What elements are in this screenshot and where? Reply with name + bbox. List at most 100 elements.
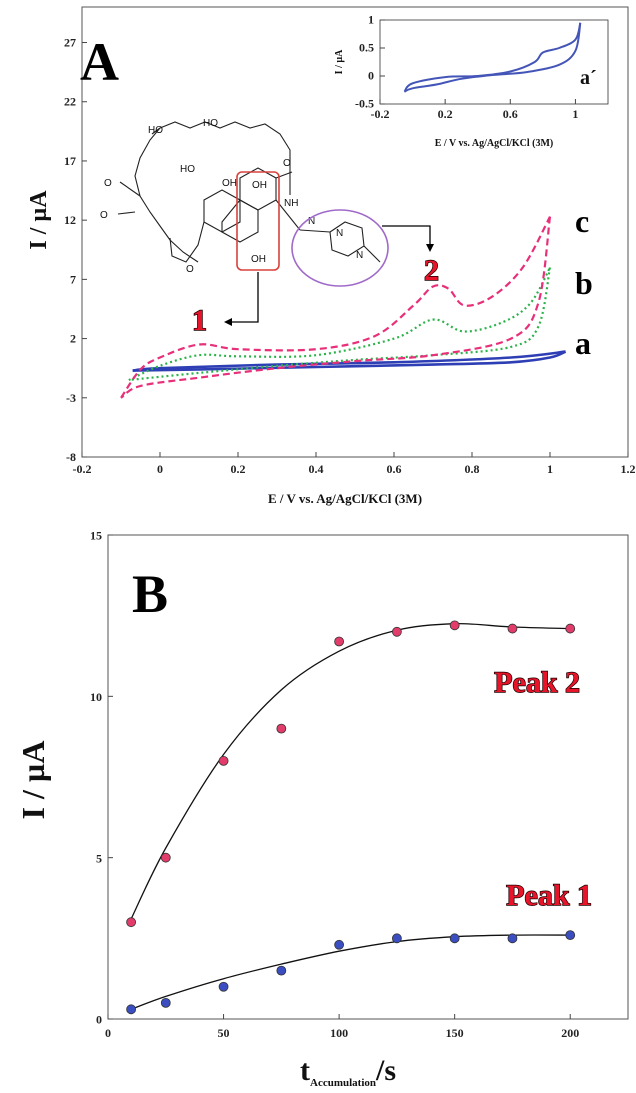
- svg-text:N: N: [336, 228, 343, 239]
- x-tick-label: -0.2: [371, 107, 390, 121]
- y-tick-label: 22: [64, 95, 76, 109]
- cv-curve-a-forward: [132, 350, 567, 372]
- svg-text:O: O: [186, 264, 194, 275]
- svg-text:HO: HO: [180, 164, 195, 175]
- curve-label-c: c: [575, 203, 589, 239]
- x-tick-label: 50: [218, 1026, 230, 1040]
- svg-text:O: O: [104, 178, 112, 189]
- panel-b-y-ticks: 0 5 10 15: [90, 529, 113, 1027]
- y-tick-label: 27: [64, 36, 76, 50]
- peak-1-annotation: 1: [192, 304, 207, 337]
- data-point-peak-2: [334, 636, 345, 647]
- svg-text:O: O: [283, 158, 291, 169]
- svg-text:OH: OH: [252, 180, 267, 191]
- cv-curve-c-reverse: [120, 216, 552, 399]
- inset-curves: [403, 22, 582, 93]
- ellipse-2-highlight: [291, 209, 389, 287]
- cv-curve-c-forward: [120, 216, 551, 399]
- x-tick-label: 1.2: [621, 462, 636, 476]
- x-tick-label: 1: [572, 107, 578, 121]
- svg-text:OH: OH: [222, 178, 237, 189]
- cv-curve-b-reverse: [128, 267, 552, 382]
- data-point-peak-2: [449, 620, 460, 631]
- molecule-structure: HO HO HO OH OH OH NH N N N O O O O: [100, 118, 434, 326]
- x-tick-label: 0: [105, 1026, 111, 1040]
- panel-b-x-ticks: 0 50 100 150 200: [105, 1014, 579, 1040]
- y-tick-label: -3: [66, 391, 76, 405]
- cv-curve-b-forward: [128, 266, 551, 382]
- svg-text:HO: HO: [148, 125, 163, 136]
- x-tick-label: 0.2: [438, 107, 453, 121]
- panel-a-x-ticks: -0.2 0 0.2 0.4 0.6 0.8 1 1.2: [73, 452, 636, 476]
- x-tick-label: 0.4: [309, 462, 324, 476]
- y-tick-label: 10: [90, 690, 102, 704]
- x-label-t: t: [300, 1054, 310, 1087]
- x-tick-label: 0.8: [465, 462, 480, 476]
- curve-label-a: a: [575, 325, 591, 361]
- svg-text:N: N: [308, 216, 315, 227]
- svg-text:NH: NH: [284, 198, 298, 209]
- data-point-peak-1: [507, 933, 518, 944]
- inset-curve-forward: [403, 22, 582, 93]
- panel-a-x-axis-label: E / V vs. Ag/AgCl/KCl (3M): [268, 491, 422, 506]
- x-tick-label: 0.6: [387, 462, 402, 476]
- legend-peak-1: Peak 1: [506, 879, 592, 912]
- x-tick-label: -0.2: [73, 462, 92, 476]
- data-point-peak-1: [565, 930, 576, 941]
- x-tick-label: 150: [446, 1026, 464, 1040]
- x-tick-label: 100: [330, 1026, 348, 1040]
- inset-x-axis-label: E / V vs. Ag/AgCl/KCl (3M): [435, 138, 554, 149]
- panel-a-plot-area: [81, 6, 629, 458]
- panel-b-x-axis-label: tAccumulation/s: [300, 1054, 396, 1088]
- fit-curve-peak-1: [130, 934, 571, 1010]
- data-point-peak-2: [276, 723, 287, 734]
- box-1-highlight: [236, 171, 280, 271]
- inset-curve-label: a´: [580, 67, 597, 89]
- inset-y-ticks: -0.5 0 0.5 1: [355, 12, 385, 110]
- panel-a-y-axis-label: I / µA: [26, 190, 52, 250]
- data-point-peak-1: [334, 939, 345, 950]
- x-tick-label: 200: [561, 1026, 579, 1040]
- y-tick-label: 0: [368, 68, 374, 82]
- x-label-unit: /s: [375, 1054, 396, 1087]
- y-tick-label: 0.5: [359, 40, 374, 54]
- data-point-peak-2: [507, 623, 518, 634]
- y-tick-label: -0.5: [355, 96, 374, 110]
- svg-text:OH: OH: [251, 254, 266, 265]
- x-tick-label: 0.2: [231, 462, 246, 476]
- y-tick-label: 15: [90, 529, 102, 543]
- y-tick-label: 12: [64, 213, 76, 227]
- x-tick-label: 0: [157, 462, 163, 476]
- panel-b-label: B: [132, 564, 168, 624]
- fit-curve-peak-2: [130, 623, 571, 920]
- data-point-peak-1: [449, 933, 460, 944]
- data-point-peak-1: [391, 933, 402, 944]
- peak-2-annotation: 2: [424, 254, 439, 287]
- data-point-peak-1: [160, 997, 171, 1008]
- x-tick-label: 0.6: [503, 107, 518, 121]
- panel-b-points: [126, 620, 576, 1015]
- y-tick-label: -8: [66, 450, 76, 464]
- panel-b-plot-area: [107, 534, 629, 1020]
- x-tick-label: 1: [547, 462, 553, 476]
- y-tick-label: 0: [96, 1013, 102, 1027]
- inset-curve-reverse: [403, 22, 582, 93]
- y-tick-label: 7: [70, 272, 76, 286]
- svg-text:N: N: [356, 250, 363, 261]
- data-point-peak-1: [218, 981, 229, 992]
- panel-b-y-axis-label: I / µA: [15, 741, 51, 820]
- data-point-peak-2: [565, 623, 576, 634]
- y-tick-label: 5: [96, 851, 102, 865]
- data-point-peak-1: [276, 965, 287, 976]
- legend-peak-2: Peak 2: [494, 666, 580, 699]
- panel-a-label: A: [80, 32, 119, 92]
- panel-b-fit-curves: [130, 623, 571, 1010]
- data-point-peak-2: [160, 852, 171, 863]
- svg-text:HO: HO: [203, 118, 218, 129]
- y-tick-label: 2: [70, 332, 76, 346]
- y-tick-label: 1: [368, 12, 374, 26]
- data-point-peak-2: [218, 755, 229, 766]
